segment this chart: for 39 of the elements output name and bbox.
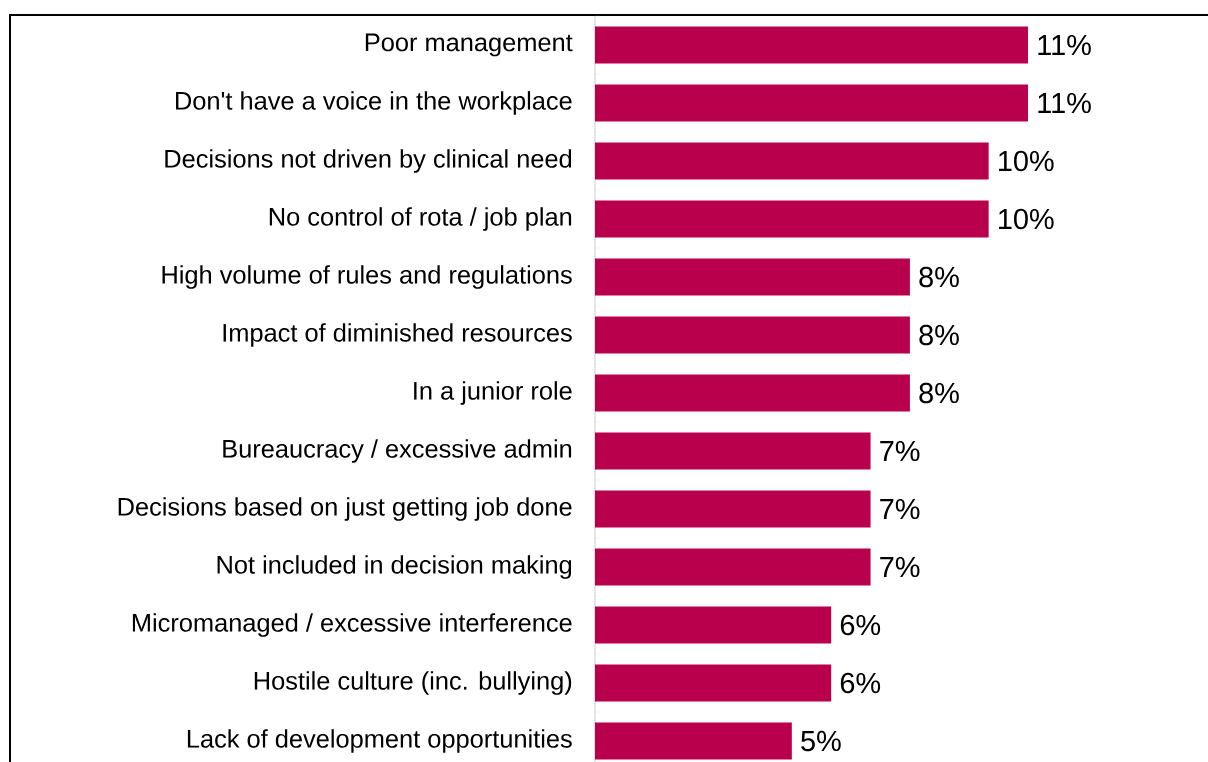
bar bbox=[595, 490, 871, 528]
bar bbox=[595, 374, 910, 412]
y-tick-label: Hostile culture (inc. bullying) bbox=[254, 671, 572, 695]
data-label: 5% bbox=[801, 730, 841, 752]
data-label: 8% bbox=[919, 324, 959, 346]
y-tick-label: Impact of diminished resources bbox=[223, 323, 572, 347]
y-tick-label: High volume of rules and regulations bbox=[162, 265, 572, 289]
data-label: 10% bbox=[999, 208, 1054, 230]
bar bbox=[595, 316, 910, 354]
data-label: 7% bbox=[880, 556, 920, 578]
y-tick-label: No control of rota / job plan bbox=[269, 207, 572, 231]
data-label: 7% bbox=[880, 440, 920, 462]
data-label: 8% bbox=[919, 266, 959, 288]
bar bbox=[595, 664, 832, 702]
bar bbox=[595, 432, 871, 470]
data-label: 7% bbox=[880, 498, 920, 520]
bar bbox=[595, 84, 1028, 122]
data-label: 6% bbox=[840, 614, 881, 636]
y-tick-label: Micromanaged / excessive interference bbox=[132, 613, 572, 637]
bar bbox=[595, 722, 792, 760]
data-label: 6% bbox=[840, 672, 881, 694]
bar bbox=[595, 606, 832, 644]
bar bbox=[595, 258, 910, 296]
y-tick-label: Not included in decision making bbox=[217, 555, 572, 579]
y-tick-label: Poor management bbox=[365, 33, 573, 57]
y-tick-label: Decisions based on just getting job done bbox=[118, 497, 572, 521]
bar bbox=[595, 548, 871, 586]
y-tick-label: Bureaucracy / excessive admin bbox=[223, 439, 572, 463]
y-tick-label: Lack of development opportunities bbox=[187, 729, 572, 753]
bar bbox=[595, 200, 989, 238]
data-label: 10% bbox=[999, 150, 1054, 172]
data-label: 8% bbox=[919, 382, 959, 404]
bar bbox=[595, 26, 1028, 64]
bar bbox=[595, 142, 989, 180]
y-tick-label: In a junior role bbox=[414, 381, 572, 405]
y-tick-label: Decisions not driven by clinical need bbox=[165, 149, 572, 173]
data-label: 11% bbox=[1038, 34, 1091, 56]
y-tick-label: Don't have a voice in the workplace bbox=[176, 91, 572, 115]
data-label: 11% bbox=[1038, 92, 1091, 114]
